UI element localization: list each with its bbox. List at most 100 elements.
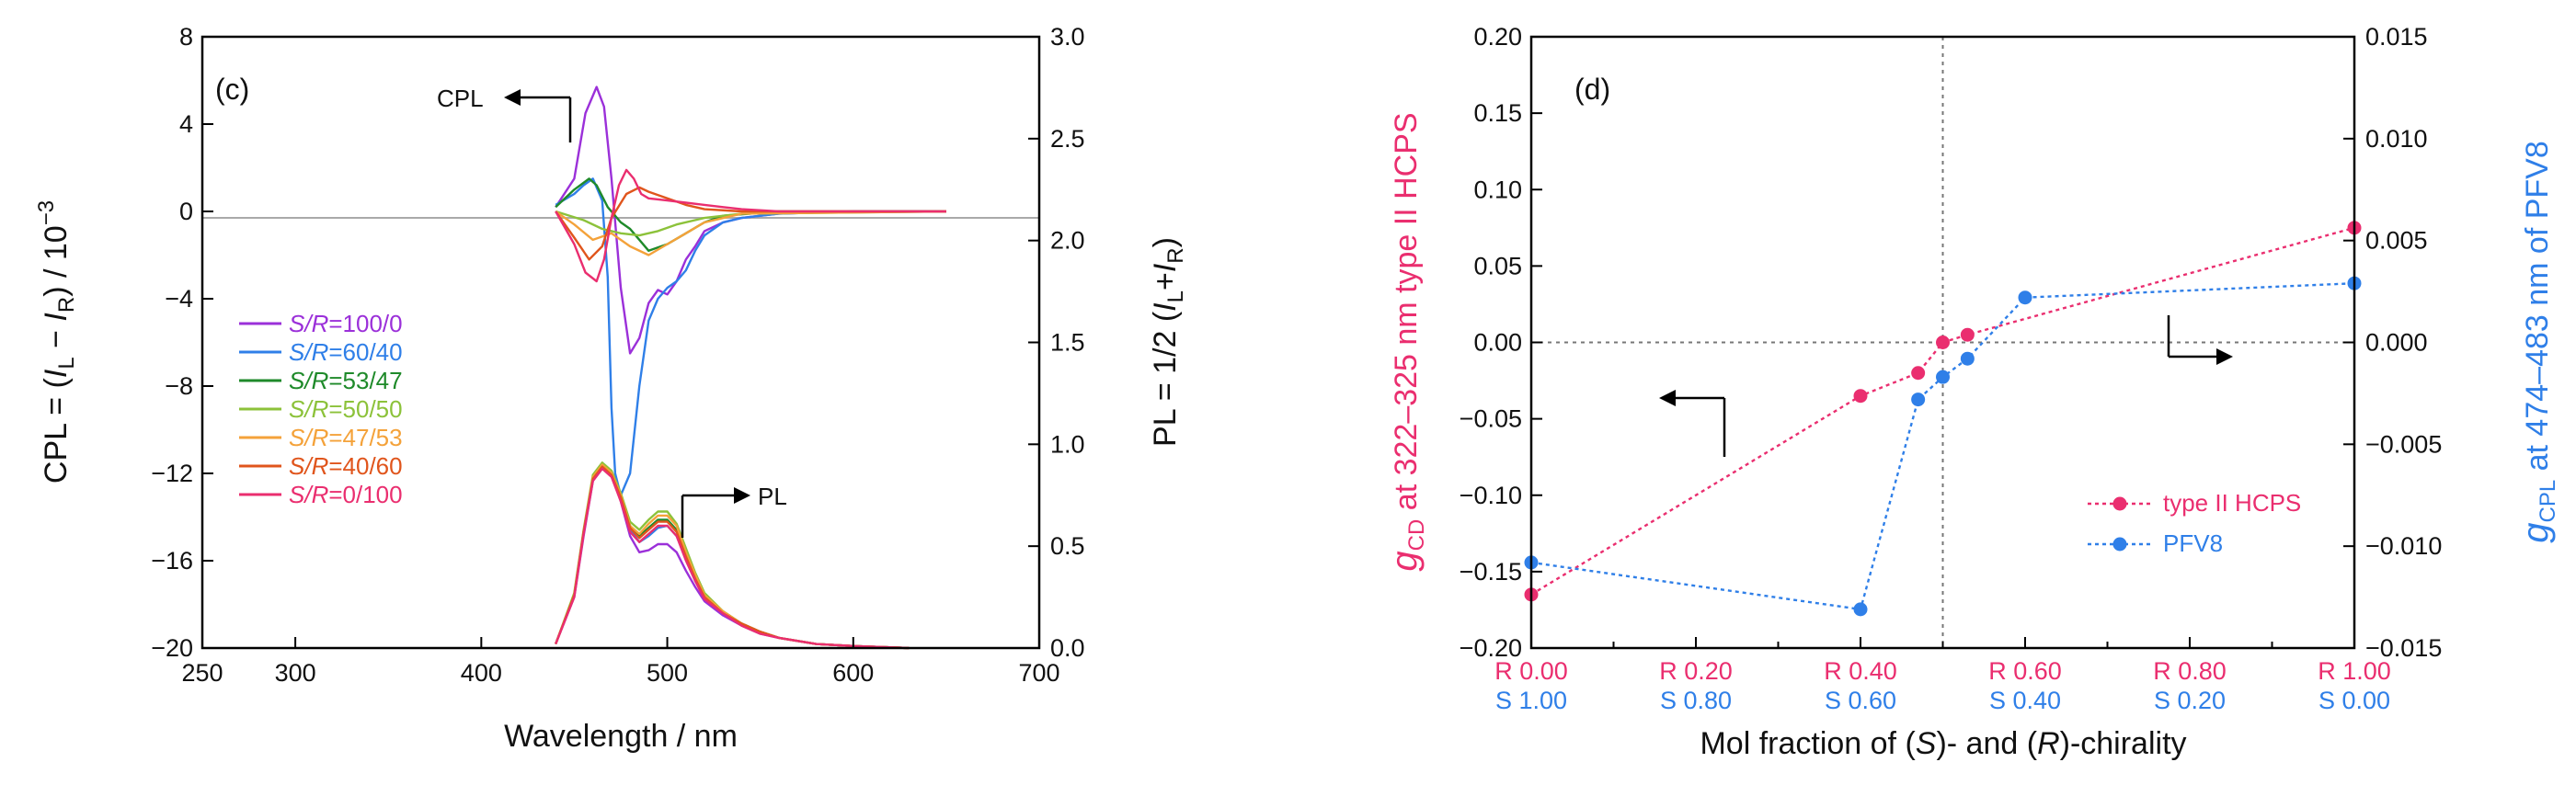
right-y-tick-label: −0.005 <box>2365 430 2442 458</box>
x-tick-label-s: S 0.60 <box>1825 687 1896 714</box>
panel-c-x-axis-label: Wavelength / nm <box>504 719 738 754</box>
x-tick-label-300: 300 <box>275 659 316 687</box>
right-y-tick-label: 2.0 <box>1050 227 1085 255</box>
right-y-tick-label: 0.000 <box>2365 329 2428 357</box>
data-point-type-ii-hcps <box>1853 389 1868 404</box>
left-y-tick-label: −0.15 <box>1460 558 1522 586</box>
data-point-type-ii-hcps <box>1911 366 1926 381</box>
panel-c-plot-area <box>555 85 946 650</box>
series-cpl-s-r-50-50 <box>555 210 946 237</box>
legend-entry: S/R=50/50 <box>289 395 403 423</box>
series-cpl-s-r-47-53 <box>555 210 946 256</box>
panel-d-legend: type II HCPS PFV8 <box>2088 489 2301 557</box>
x-tick-label-s: S 0.00 <box>2318 687 2390 714</box>
data-point-type-ii-hcps <box>1936 336 1950 349</box>
panel-c-cpl-pl-chart: 250 300 400 500 600 700 8 4 0 −4 −8 −12 −16 −20 3.0 2.5… <box>34 23 1188 754</box>
pl-arrow-icon <box>681 487 750 538</box>
panel-d-left-axis-label: gCD at 322–325 nm type II HCPS <box>1384 112 1429 571</box>
panel-d-x-axis-label: Mol fraction of (S)- and (R)-chirality <box>1700 726 2186 761</box>
legend-entry: S/R=47/53 <box>289 424 403 451</box>
left-y-tick-label: −0.10 <box>1460 482 1522 509</box>
panel-d-g-factor-chart: R 0.00S 1.00 R 0.20S 0.80 R 0.40S 0.60 R 0.… <box>1384 23 2560 761</box>
left-y-tick-label: 0.15 <box>1473 99 1522 127</box>
x-tick-label-400: 400 <box>461 659 502 687</box>
left-y-tick-label: 4 <box>179 110 193 138</box>
series-pl-s-r-0-100 <box>555 467 910 650</box>
right-y-tick-label: 0.015 <box>2365 23 2428 51</box>
data-point-pfv8 <box>1936 370 1950 384</box>
right-y-tick-label: 2.5 <box>1050 125 1085 153</box>
x-tick-label-250: 250 <box>181 659 223 687</box>
left-y-tick-label: −12 <box>151 460 193 487</box>
series-pl-s-r-40-60 <box>555 465 910 650</box>
x-tick-label-r: R 0.40 <box>1824 657 1897 685</box>
right-y-tick-label: 0.5 <box>1050 532 1085 560</box>
series-cpl-s-r-60-40 <box>555 177 946 496</box>
panel-d-axes: R 0.00S 1.00 R 0.20S 0.80 R 0.40S 0.60 R 0.… <box>1460 23 2443 714</box>
legend-entry: S/R=40/60 <box>289 452 403 480</box>
left-y-tick-label: −0.05 <box>1460 405 1522 433</box>
panel-c-right-axis-label: PL = 1/2 (IL+IR) <box>1148 237 1188 447</box>
right-y-tick-label: 1.5 <box>1050 329 1085 357</box>
left-y-tick-label: −16 <box>151 547 193 575</box>
left-y-tick-label: 8 <box>179 23 193 51</box>
panel-d-right-axis-label: gCPL at 474–483 nm of PFV8 <box>2515 141 2560 543</box>
right-y-tick-label: 1.0 <box>1050 430 1085 458</box>
panel-c-left-axis-label: CPL = (IL − IR) / 10−3 <box>34 200 79 484</box>
legend-entry: S/R=60/40 <box>289 338 403 366</box>
left-y-tick-label: −8 <box>165 372 193 400</box>
left-y-tick-label: 0.10 <box>1473 176 1522 203</box>
data-point-pfv8 <box>1911 392 1926 407</box>
x-tick-label-s: S 0.40 <box>1989 687 2061 714</box>
left-y-tick-label: 0.20 <box>1473 23 1522 51</box>
legend-entry: S/R=100/0 <box>289 310 403 337</box>
x-tick-label-s: S 0.80 <box>1660 687 1732 714</box>
x-tick-label-700: 700 <box>1018 659 1059 687</box>
right-y-tick-label: −0.010 <box>2365 532 2442 560</box>
data-point-pfv8 <box>2018 290 2032 305</box>
series-type-ii-hcps <box>1530 226 2355 596</box>
x-tick-label-600: 600 <box>832 659 874 687</box>
data-point-pfv8 <box>1853 602 1868 617</box>
pl-annotation: PL <box>758 483 787 510</box>
data-point-type-ii-hcps <box>1960 327 1975 342</box>
panel-d-label: (d) <box>1574 73 1610 106</box>
cpl-annotation: CPL <box>437 85 484 112</box>
panel-c-label: (c) <box>215 73 249 106</box>
x-tick-label-r: R 0.00 <box>1494 657 1568 685</box>
cpl-arrow-icon <box>504 89 572 142</box>
left-axis-arrow-icon <box>1659 390 1726 457</box>
x-tick-label-r: R 0.20 <box>1659 657 1733 685</box>
right-axis-arrow-icon <box>2167 315 2233 365</box>
left-y-tick-label: −20 <box>151 634 193 662</box>
series-cpl-s-r-0-100 <box>555 168 946 283</box>
left-y-tick-label: −0.20 <box>1460 634 1522 662</box>
legend-entry: S/R=0/100 <box>289 481 403 508</box>
series-cpl-s-r-100-0 <box>555 85 946 355</box>
right-y-tick-label: 3.0 <box>1050 23 1085 51</box>
left-y-tick-label: 0.00 <box>1473 329 1522 357</box>
x-tick-label-r: R 0.60 <box>1988 657 2062 685</box>
panel-d-plot-area <box>1524 37 2362 648</box>
panel-c-legend: S/R=100/0S/R=60/40S/R=53/47S/R=50/50S/R=… <box>239 310 403 508</box>
panel-c-axes: 250 300 400 500 600 700 8 4 0 −4 −8 −12 −16 −20 3.0 2.5… <box>151 23 1084 687</box>
right-y-tick-label: 0.0 <box>1050 634 1085 662</box>
legend-marker <box>2112 537 2127 552</box>
left-y-tick-label: 0.05 <box>1473 252 1522 279</box>
legend-entry: PFV8 <box>2163 529 2223 557</box>
left-y-tick-label: 0 <box>179 198 193 225</box>
x-tick-label-s: S 1.00 <box>1495 687 1567 714</box>
right-y-tick-label: 0.005 <box>2365 227 2428 255</box>
right-y-tick-label: 0.010 <box>2365 125 2428 153</box>
legend-entry: type II HCPS <box>2163 489 2301 517</box>
x-tick-label-r: R 1.00 <box>2318 657 2391 685</box>
legend-entry: S/R=53/47 <box>289 367 403 394</box>
x-tick-label-500: 500 <box>647 659 688 687</box>
data-point-pfv8 <box>1960 351 1975 366</box>
legend-marker <box>2112 496 2127 511</box>
x-tick-label-r: R 0.80 <box>2153 657 2227 685</box>
left-y-tick-label: −4 <box>165 285 193 313</box>
x-tick-label-s: S 0.20 <box>2154 687 2226 714</box>
right-y-tick-label: −0.015 <box>2365 634 2442 662</box>
